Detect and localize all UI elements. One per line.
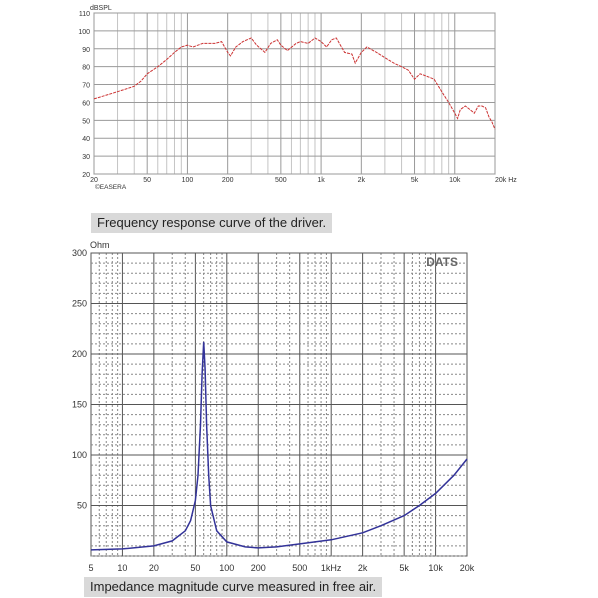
x-tick-label: 20k Hz: [495, 177, 517, 184]
series-line: [90, 341, 468, 551]
y-axis-label: Ohm: [90, 240, 110, 250]
y-tick-label: 50: [82, 118, 90, 125]
x-tick-label: 5k: [399, 563, 409, 573]
y-tick-label: 40: [82, 136, 90, 143]
x-tick-label: 10k: [449, 177, 461, 184]
x-tick-label: 200: [222, 177, 234, 184]
x-tick-label: 10k: [428, 563, 443, 573]
x-tick-label: 5k: [411, 177, 419, 184]
y-tick-label: 300: [72, 248, 87, 258]
series-line: [93, 37, 496, 130]
y-tick-label: 110: [79, 11, 90, 18]
plot-area: [93, 12, 496, 175]
y-tick-label: 200: [72, 349, 87, 359]
x-tick-label: 50: [190, 563, 200, 573]
x-tick-label: 500: [275, 177, 287, 184]
x-tick-label: 20: [90, 177, 98, 184]
x-tick-label: 100: [182, 177, 194, 184]
watermark: ©EASERA: [95, 183, 127, 191]
x-tick-label: 10: [117, 563, 127, 573]
x-tick-label: 2k: [358, 563, 368, 573]
x-tick-label: 1k: [317, 177, 325, 184]
impedance-chart: 50 100 150 200 250 300 5 10 20 50 100 200 500 1kHz 2k 5…: [72, 240, 475, 573]
y-tick-label: 80: [82, 65, 90, 72]
x-tick-label: 20: [149, 563, 159, 573]
y-tick-label: 150: [72, 400, 87, 410]
y-tick-label: 20: [82, 172, 90, 179]
frequency-response-caption: Frequency response curve of the driver.: [91, 213, 333, 233]
x-tick-label: 200: [251, 563, 266, 573]
y-tick-label: 70: [82, 83, 90, 90]
y-tick-label: 100: [72, 450, 87, 460]
impedance-caption: Impedance magnitude curve measured in fr…: [84, 577, 383, 597]
y-tick-label: 30: [82, 154, 90, 161]
y-tick-label: 90: [82, 47, 90, 54]
y-axis-label: dBSPL: [90, 5, 112, 12]
x-tick-label: 20k: [460, 563, 475, 573]
y-tick-label: 50: [77, 501, 87, 511]
x-tick-label: 1kHz: [321, 563, 342, 573]
x-tick-label: 50: [143, 177, 151, 184]
x-tick-label: 500: [292, 563, 307, 573]
y-tick-label: 250: [72, 299, 87, 309]
y-tick-label: 60: [82, 100, 90, 107]
x-tick-label: 2k: [358, 177, 366, 184]
x-tick-label: 100: [219, 563, 234, 573]
x-tick-label: 5: [88, 563, 93, 573]
watermark: DATS: [426, 255, 458, 269]
frequency-response-chart: 20 30 40 50 60 70 80 90 100 110 20 50 100 200 500 1k 2k 5…: [78, 5, 517, 191]
y-tick-label: 100: [78, 29, 90, 36]
